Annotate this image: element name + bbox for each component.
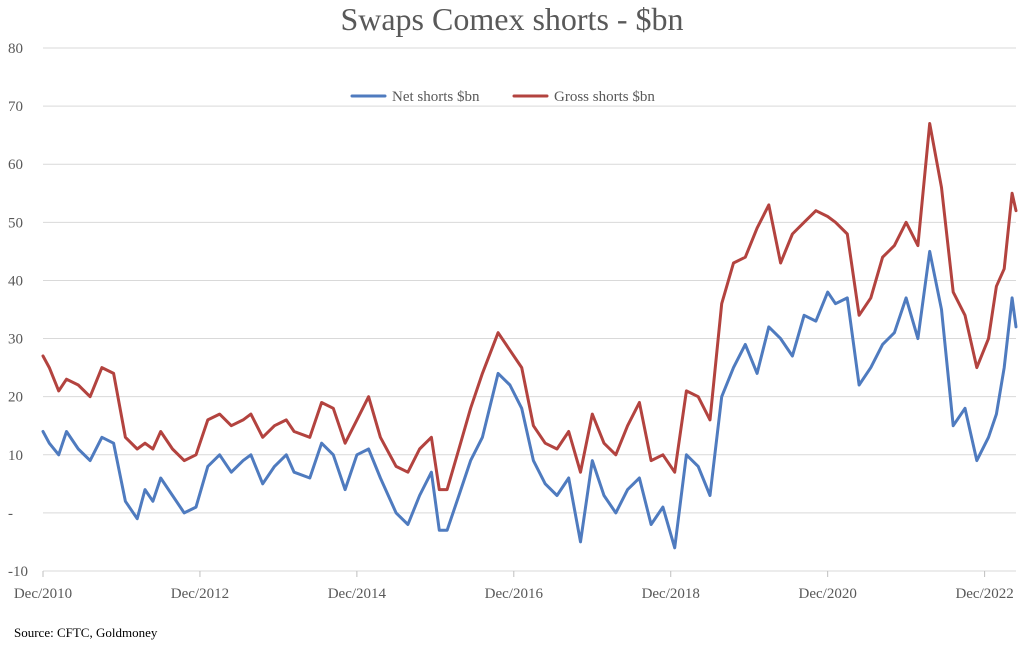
legend-item-net-label: Net shorts $bn <box>392 89 480 105</box>
x-tick-label: Dec/2014 <box>328 586 387 602</box>
y-tick-label: 60 <box>8 157 23 173</box>
y-tick-label: - <box>8 506 13 522</box>
x-tick-label: Dec/2016 <box>485 586 544 602</box>
gross-shorts-line <box>41 122 1018 492</box>
legend: Net shorts $bn Gross shorts $bn <box>350 89 655 105</box>
legend-item-gross-label: Gross shorts $bn <box>554 89 655 105</box>
y-tick-label: 40 <box>8 273 23 289</box>
grid-lines <box>43 47 1016 572</box>
x-axis-tick-labels: Dec/2010 Dec/2012 Dec/2014 Dec/2016 Dec/2018… <box>14 571 1014 602</box>
chart-title: Swaps Comex shorts - $bn <box>340 1 684 37</box>
y-tick-label: 10 <box>8 448 23 464</box>
y-tick-label: 30 <box>8 332 23 348</box>
net-shorts-line <box>41 249 1018 550</box>
y-tick-label: 50 <box>8 215 23 231</box>
x-tick-label: Dec/2020 <box>799 586 857 602</box>
series-lines <box>41 122 1018 550</box>
y-tick-label: -10 <box>8 564 28 580</box>
y-tick-label: 70 <box>8 99 23 115</box>
x-tick-label: Dec/2012 <box>171 586 229 602</box>
x-tick-label: Dec/2010 <box>14 586 72 602</box>
y-tick-label: 80 <box>8 41 23 57</box>
x-tick-label: Dec/2022 <box>955 586 1013 602</box>
source-note: Source: CFTC, Goldmoney <box>14 625 158 640</box>
x-tick-label: Dec/2018 <box>642 586 700 602</box>
y-tick-label: 20 <box>8 390 23 406</box>
